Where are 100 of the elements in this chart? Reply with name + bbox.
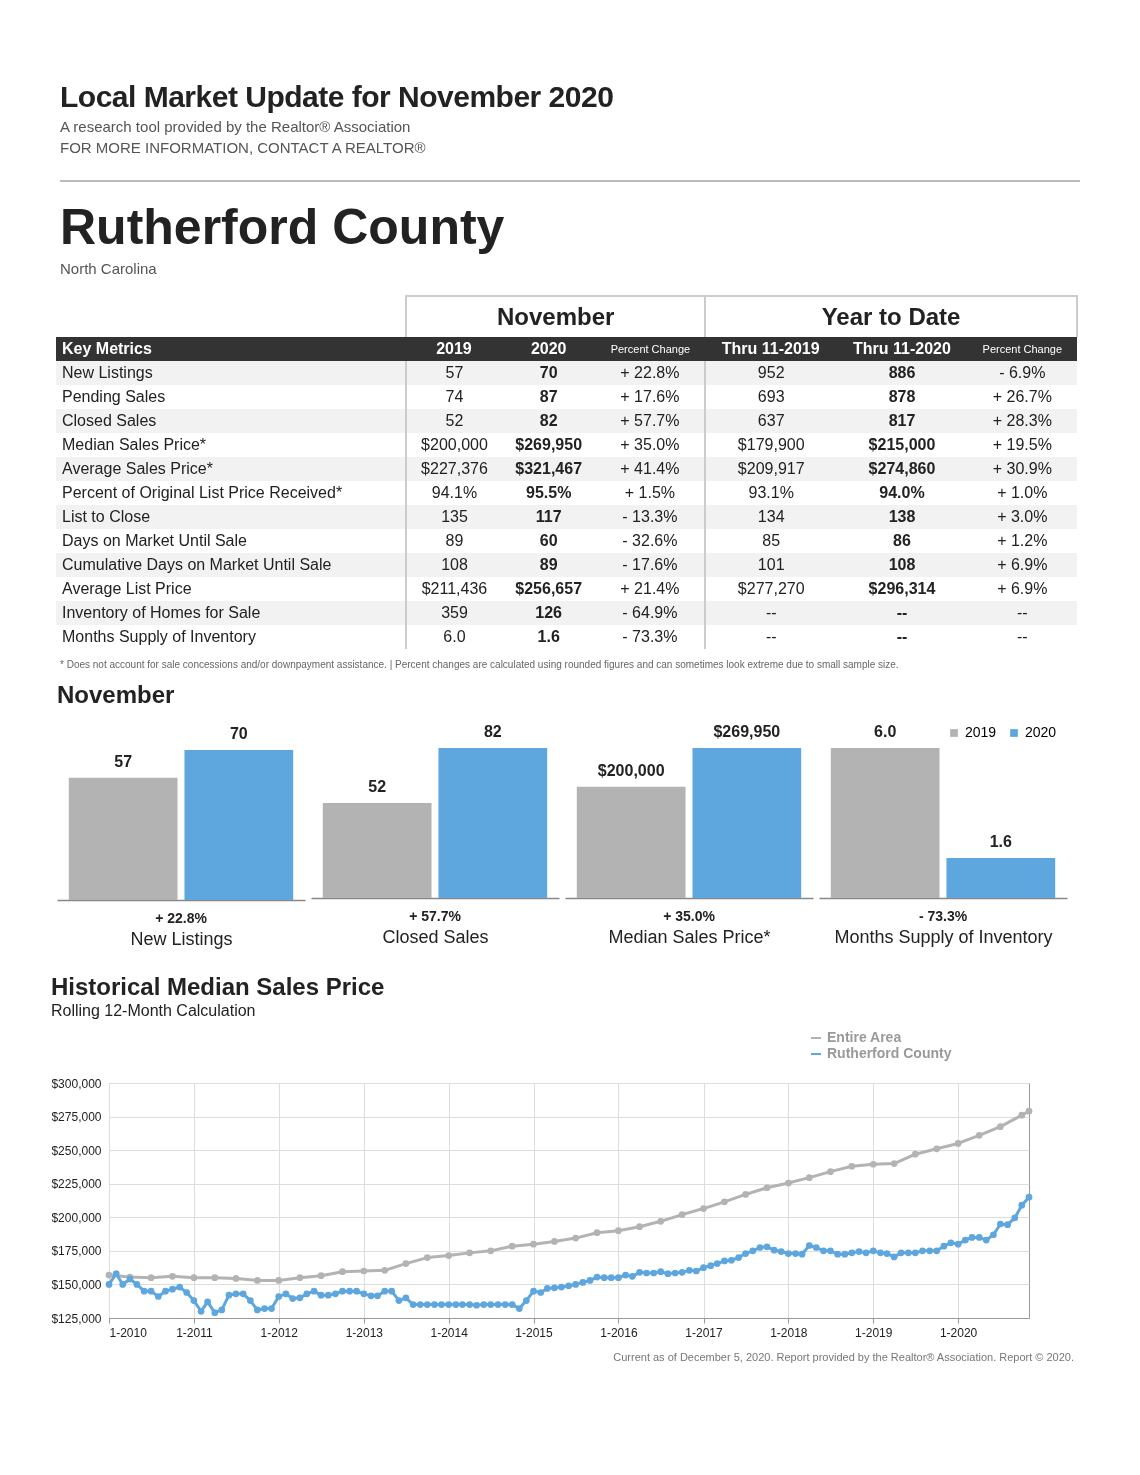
text: 108	[441, 556, 468, 573]
category-label: Percent of Original List Price Received*	[62, 484, 343, 501]
text: - 32.6%	[622, 532, 678, 549]
text: 126	[535, 604, 563, 621]
x-tick-label: 1-2017	[685, 1325, 723, 1340]
point	[827, 1168, 834, 1175]
text: --	[765, 628, 777, 645]
text: + 35.0%	[663, 908, 716, 924]
point	[742, 1191, 749, 1198]
text: 86	[893, 532, 911, 549]
text: + 57.7%	[409, 908, 462, 924]
text: Rutherford County	[60, 198, 506, 256]
text: + 3.0%	[997, 508, 1048, 525]
text: Local Market Update for November 2020	[60, 80, 615, 114]
point	[869, 1160, 877, 1168]
point	[721, 1198, 728, 1206]
point	[805, 1174, 813, 1182]
data-label: $200,000	[597, 761, 665, 779]
text: 94.1%	[431, 484, 478, 501]
point	[317, 1272, 325, 1280]
text: + 6.9%	[997, 556, 1048, 573]
text: $296,314	[868, 580, 936, 597]
text: $321,467	[515, 460, 583, 477]
legend-label: Rutherford County	[827, 1045, 952, 1061]
point	[1025, 1107, 1033, 1115]
text: 878	[888, 388, 916, 405]
text: $227,376	[421, 460, 488, 477]
text: + 22.8%	[155, 910, 208, 926]
text: 60	[539, 532, 558, 549]
point	[105, 1271, 113, 1279]
text: 85	[762, 532, 781, 549]
chart-title: November	[57, 681, 175, 708]
text: + 41.4%	[620, 460, 680, 477]
x-tick-label: 1-2012	[260, 1325, 299, 1340]
point	[423, 1254, 431, 1261]
point	[911, 1150, 919, 1158]
y-tick-label: $150,000	[51, 1277, 102, 1292]
x-axis-title: Months Supply of Inventory	[834, 926, 1053, 947]
category-label: Inventory of Homes for Sale	[62, 604, 261, 621]
point	[530, 1240, 537, 1248]
text: 95.5%	[525, 484, 572, 501]
point	[190, 1274, 198, 1282]
text: --	[765, 604, 777, 621]
text: 89	[539, 556, 558, 573]
text: $200,000	[421, 436, 488, 453]
x-tick-label: 1-2015	[515, 1325, 554, 1340]
text: + 26.7%	[992, 388, 1052, 405]
category-label: 2019	[406, 337, 502, 361]
text: 359	[441, 604, 468, 621]
point	[147, 1274, 155, 1282]
point	[890, 1160, 898, 1167]
text: $274,860	[868, 460, 936, 477]
point	[975, 1132, 983, 1139]
legend-label: 2020	[1025, 724, 1057, 740]
point	[487, 1247, 495, 1255]
point	[636, 1223, 643, 1231]
text: --	[896, 628, 908, 645]
y-tick-label: $200,000	[51, 1210, 102, 1225]
text: 134	[757, 508, 785, 525]
x-tick-label: 1-2010	[109, 1325, 148, 1340]
data-label: 57	[114, 752, 133, 770]
legend-label: Entire Area	[827, 1029, 902, 1045]
text: $209,917	[737, 460, 805, 477]
point	[339, 1268, 346, 1276]
text: 886	[888, 364, 916, 381]
y-tick-label: $250,000	[51, 1143, 102, 1158]
point	[1018, 1111, 1026, 1119]
text: 117	[535, 508, 562, 525]
point	[296, 1274, 304, 1282]
point	[997, 1123, 1004, 1130]
text: 101	[757, 556, 785, 573]
text: 70	[539, 364, 558, 381]
category-label: Median Sales Price*	[62, 436, 207, 453]
text: + 1.0%	[997, 484, 1048, 501]
x-axis-title: Median Sales Price*	[608, 926, 771, 947]
y-tick-label: $275,000	[51, 1110, 102, 1125]
y-tick-label: $225,000	[51, 1177, 102, 1192]
category-label: Thru 11-2020	[836, 337, 968, 361]
text: + 21.4%	[620, 580, 680, 597]
x-tick-label: 1-2019	[855, 1325, 893, 1340]
text: 89	[445, 532, 464, 549]
point	[615, 1227, 622, 1235]
x-tick-label: 1-2011	[176, 1325, 213, 1340]
category-label: Days on Market Until Sale	[62, 532, 247, 549]
point	[466, 1249, 473, 1257]
text: 94.0%	[879, 484, 925, 501]
point	[700, 1205, 707, 1212]
text: - 13.3%	[622, 508, 678, 525]
text: - 6.9%	[999, 364, 1046, 381]
text: 952	[757, 364, 785, 381]
category-label: Months Supply of Inventory	[62, 628, 256, 645]
category-label: Closed Sales	[62, 412, 157, 429]
x-axis-title: Closed Sales	[382, 926, 489, 947]
point	[402, 1260, 410, 1267]
point	[572, 1234, 579, 1242]
text: 108	[888, 556, 916, 573]
point	[954, 1140, 962, 1147]
category-label: Cumulative Days on Market Until Sale	[62, 556, 332, 573]
category-label: Average Sales Price*	[62, 460, 213, 477]
text: + 1.5%	[624, 484, 676, 501]
